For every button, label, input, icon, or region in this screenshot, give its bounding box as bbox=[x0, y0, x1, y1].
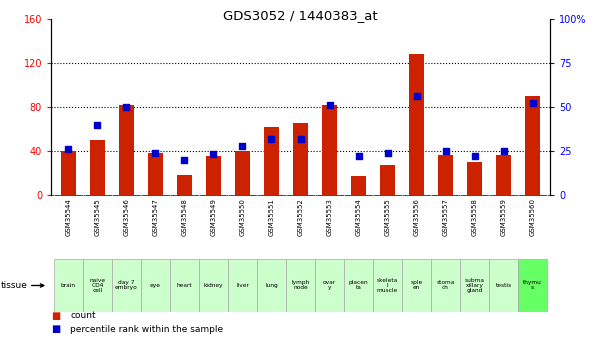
Text: eye: eye bbox=[150, 283, 161, 288]
Text: GDS3052 / 1440383_at: GDS3052 / 1440383_at bbox=[223, 9, 378, 22]
Bar bbox=[525, 96, 540, 195]
Point bbox=[209, 152, 218, 157]
Text: GSM35546: GSM35546 bbox=[123, 198, 129, 236]
Text: GSM35545: GSM35545 bbox=[94, 198, 100, 236]
Text: skeleta
l
muscle: skeleta l muscle bbox=[377, 278, 398, 293]
FancyBboxPatch shape bbox=[344, 259, 373, 312]
Text: liver: liver bbox=[236, 283, 249, 288]
Text: naive
CD4
cell: naive CD4 cell bbox=[90, 278, 106, 293]
Text: GSM35559: GSM35559 bbox=[501, 198, 507, 236]
Text: GSM35550: GSM35550 bbox=[239, 198, 245, 236]
Bar bbox=[235, 151, 250, 195]
Point bbox=[383, 150, 392, 156]
Text: GSM35549: GSM35549 bbox=[210, 198, 216, 236]
Point bbox=[93, 122, 102, 127]
Point bbox=[121, 104, 131, 110]
Bar bbox=[409, 54, 424, 195]
Text: GSM35554: GSM35554 bbox=[356, 198, 362, 236]
Text: GSM35560: GSM35560 bbox=[529, 198, 535, 236]
Point bbox=[412, 93, 421, 99]
FancyBboxPatch shape bbox=[460, 259, 489, 312]
Text: GSM35548: GSM35548 bbox=[182, 198, 188, 236]
Text: lymph
node: lymph node bbox=[291, 280, 310, 290]
Point bbox=[528, 101, 537, 106]
Text: ■: ■ bbox=[51, 325, 60, 334]
Text: heart: heart bbox=[177, 283, 192, 288]
Bar bbox=[467, 162, 482, 195]
Text: kidney: kidney bbox=[204, 283, 224, 288]
Point bbox=[325, 102, 334, 108]
Bar bbox=[148, 153, 163, 195]
Text: ■: ■ bbox=[51, 311, 60, 321]
Text: ovar
y: ovar y bbox=[323, 280, 336, 290]
Bar bbox=[61, 151, 76, 195]
Bar bbox=[322, 105, 337, 195]
Text: tissue: tissue bbox=[1, 281, 28, 290]
Text: GSM35552: GSM35552 bbox=[297, 198, 304, 236]
Bar bbox=[90, 140, 105, 195]
Point bbox=[267, 136, 276, 141]
Text: GSM35547: GSM35547 bbox=[153, 198, 159, 236]
FancyBboxPatch shape bbox=[83, 259, 112, 312]
Bar bbox=[351, 176, 366, 195]
Text: GSM35558: GSM35558 bbox=[472, 198, 478, 236]
Point bbox=[470, 154, 480, 159]
Text: testis: testis bbox=[495, 283, 511, 288]
Bar bbox=[206, 156, 221, 195]
Text: GSM35551: GSM35551 bbox=[269, 198, 275, 236]
Text: GSM35556: GSM35556 bbox=[413, 198, 419, 236]
Text: sple
en: sple en bbox=[410, 280, 423, 290]
FancyBboxPatch shape bbox=[431, 259, 460, 312]
Text: count: count bbox=[70, 311, 96, 320]
Text: GSM35544: GSM35544 bbox=[66, 198, 72, 236]
FancyBboxPatch shape bbox=[228, 259, 257, 312]
FancyBboxPatch shape bbox=[112, 259, 141, 312]
FancyBboxPatch shape bbox=[257, 259, 286, 312]
Point bbox=[441, 148, 450, 154]
Bar bbox=[438, 155, 453, 195]
Bar bbox=[293, 124, 308, 195]
Text: GSM35555: GSM35555 bbox=[385, 198, 391, 236]
Bar bbox=[264, 127, 279, 195]
Point bbox=[64, 146, 73, 152]
Bar bbox=[496, 155, 511, 195]
Text: percentile rank within the sample: percentile rank within the sample bbox=[70, 325, 224, 334]
Point bbox=[296, 136, 305, 141]
Point bbox=[151, 150, 160, 156]
Text: lung: lung bbox=[265, 283, 278, 288]
FancyBboxPatch shape bbox=[315, 259, 344, 312]
Text: placen
ta: placen ta bbox=[349, 280, 368, 290]
FancyBboxPatch shape bbox=[170, 259, 199, 312]
FancyBboxPatch shape bbox=[518, 259, 547, 312]
Text: subma
xillary
gland: subma xillary gland bbox=[465, 278, 484, 293]
FancyBboxPatch shape bbox=[286, 259, 315, 312]
FancyBboxPatch shape bbox=[402, 259, 431, 312]
Bar bbox=[119, 105, 134, 195]
Text: GSM35557: GSM35557 bbox=[442, 198, 448, 236]
Text: thymu
s: thymu s bbox=[523, 280, 542, 290]
Point bbox=[354, 154, 364, 159]
FancyBboxPatch shape bbox=[199, 259, 228, 312]
Text: stoma
ch: stoma ch bbox=[436, 280, 455, 290]
Point bbox=[237, 143, 247, 148]
Text: brain: brain bbox=[61, 283, 76, 288]
Text: day 7
embryо: day 7 embryо bbox=[115, 280, 138, 290]
Bar bbox=[177, 175, 192, 195]
FancyBboxPatch shape bbox=[141, 259, 170, 312]
FancyBboxPatch shape bbox=[54, 259, 83, 312]
FancyBboxPatch shape bbox=[373, 259, 402, 312]
Point bbox=[499, 148, 508, 154]
FancyBboxPatch shape bbox=[489, 259, 518, 312]
Text: GSM35553: GSM35553 bbox=[326, 198, 332, 236]
Point bbox=[180, 157, 189, 162]
Bar bbox=[380, 165, 395, 195]
